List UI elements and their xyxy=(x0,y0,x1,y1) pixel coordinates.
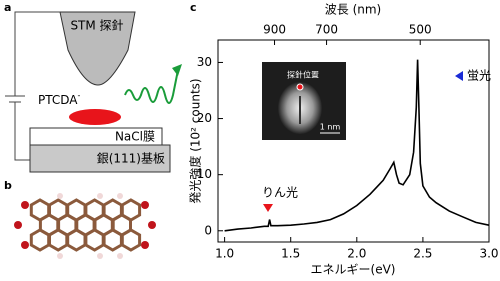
inset-label: 探針位置 xyxy=(287,70,319,80)
hydrogen xyxy=(97,253,103,259)
x-tick-label: 2.0 xyxy=(347,247,366,261)
x2-tick-label: 700 xyxy=(315,23,338,37)
x-tick-label: 2.5 xyxy=(413,247,432,261)
x-tick-label: 1.5 xyxy=(281,247,300,261)
film-label: NaCl膜 xyxy=(115,130,155,144)
molecule-label: PTCDA- xyxy=(38,91,80,107)
ring xyxy=(48,228,69,252)
hydrogen xyxy=(97,193,103,199)
y-tick-label: 0 xyxy=(204,223,212,237)
oxygen xyxy=(21,201,29,209)
ring xyxy=(84,228,105,252)
tip-label: STM 探針 xyxy=(70,18,123,33)
oxygen xyxy=(141,241,149,249)
y-tick-label: 20 xyxy=(197,111,212,125)
stm-tip xyxy=(59,11,136,86)
molecule xyxy=(69,109,121,125)
hydrogen xyxy=(117,253,123,259)
spectrum-line xyxy=(224,59,490,232)
tip-position xyxy=(296,83,304,91)
annotation: 蛍光 xyxy=(467,69,491,83)
ring xyxy=(102,228,123,252)
ring xyxy=(66,228,87,252)
panel-label: c xyxy=(190,1,197,14)
x2-tick-label: 500 xyxy=(409,23,432,37)
ring xyxy=(29,228,51,252)
ptcda-structure xyxy=(14,193,156,259)
oxygen xyxy=(14,221,22,229)
hydrogen xyxy=(57,253,63,259)
annotation: りん光 xyxy=(262,186,298,200)
oxygen xyxy=(148,221,156,229)
oxygen xyxy=(21,241,29,249)
plot-frame xyxy=(217,39,490,243)
x-tick-label: 1.0 xyxy=(215,247,234,261)
wave-arrow xyxy=(172,64,182,76)
fluor-marker xyxy=(455,71,463,81)
y-tick-label: 10 xyxy=(197,167,212,181)
y-axis-title: 発光強度 (10² counts) xyxy=(188,78,203,203)
circuit xyxy=(5,11,60,161)
oxygen xyxy=(141,201,149,209)
x2-tick-label: 900 xyxy=(263,23,286,37)
ring xyxy=(120,228,142,252)
hydrogen xyxy=(57,193,63,199)
panel-label: a xyxy=(4,1,11,14)
scale-label: 1 nm xyxy=(320,123,341,132)
panel-label: b xyxy=(4,179,12,192)
substrate-label: 銀(111)基板 xyxy=(97,152,165,166)
x2-axis-title: 波長 (nm) xyxy=(325,3,381,17)
substrate xyxy=(29,144,171,173)
x-axis-title: エネルギー(eV) xyxy=(311,263,396,277)
x-tick-label: 3.0 xyxy=(479,247,498,261)
hydrogen xyxy=(117,193,123,199)
y-tick-label: 30 xyxy=(197,55,212,69)
inset-node xyxy=(299,96,301,124)
light-wave xyxy=(124,69,179,104)
phos-marker xyxy=(263,204,273,212)
